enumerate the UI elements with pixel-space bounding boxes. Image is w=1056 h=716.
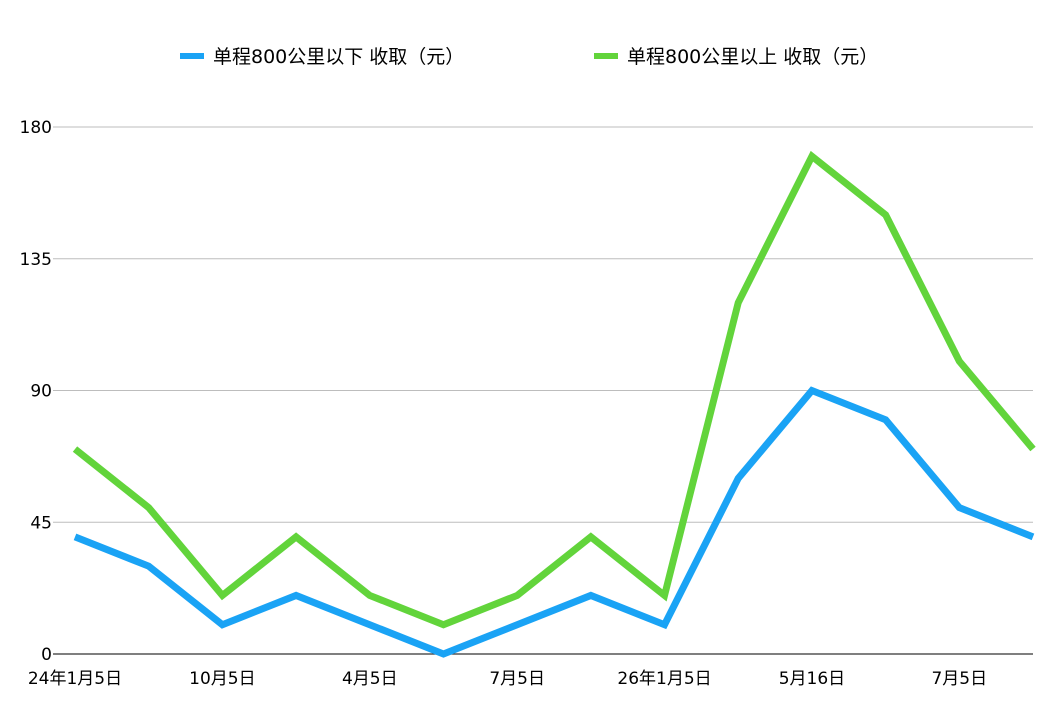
y-tick-label: 135 (20, 250, 52, 270)
x-axis: 24年1月5日 10月5日 4月5日 7月5日 26年1月5日 5月16日 7月5日 (28, 669, 987, 689)
plot-area (72, 150, 1036, 658)
y-tick-label: 45 (30, 513, 52, 533)
x-tick-label: 4月5日 (342, 669, 398, 689)
y-tick-label: 0 (41, 645, 52, 665)
series-line-1 (73, 386, 1035, 658)
x-tick-label: 7月5日 (931, 669, 987, 689)
x-tick-label: 7月5日 (489, 669, 545, 689)
legend-label-1: 单程800公里以下 收取（元） (213, 46, 464, 68)
x-tick-label: 26年1月5日 (617, 669, 711, 689)
x-tick-label: 10月5日 (189, 669, 255, 689)
x-tick-label: 24年1月5日 (28, 669, 122, 689)
x-tick-label: 5月16日 (779, 669, 845, 689)
legend: 单程800公里以下 收取（元） 单程800公里以上 收取（元） (180, 46, 878, 68)
series-line-2 (72, 150, 1036, 629)
y-axis: 0 45 90 135 180 (20, 118, 52, 665)
y-tick-label: 180 (20, 118, 52, 138)
y-tick-label: 90 (30, 382, 52, 402)
gridlines (53, 126, 1033, 655)
legend-label-2: 单程800公里以上 收取（元） (627, 46, 878, 68)
